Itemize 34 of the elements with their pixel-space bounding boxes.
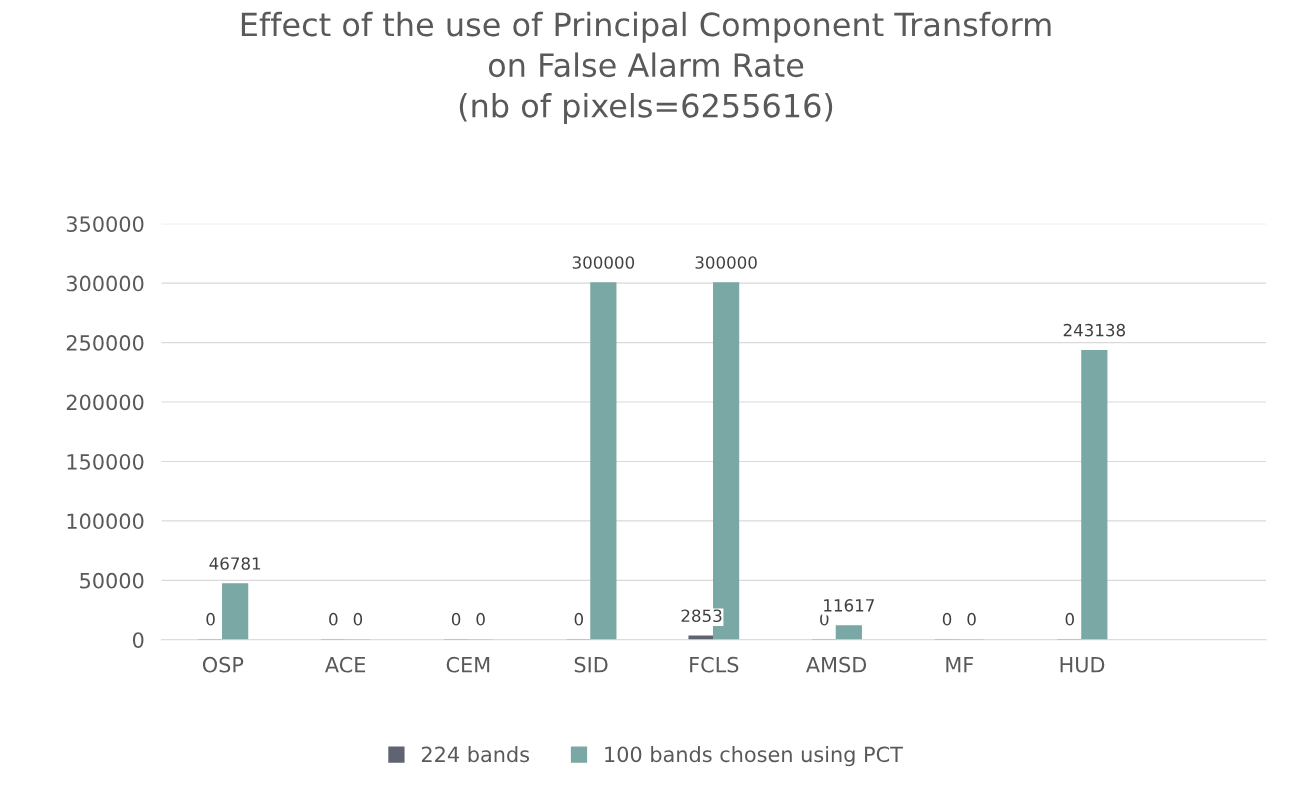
data-label: 300000 [695, 256, 757, 269]
data-label: 0 [574, 612, 584, 626]
data-label: 2853 [681, 609, 722, 623]
data-label: 300000 [572, 256, 635, 269]
y-tick-label: 350000 [66, 216, 144, 232]
data-label: 0 [476, 612, 485, 626]
data-label: 0 [1065, 612, 1074, 626]
x-tick-label: HUD [1060, 657, 1105, 673]
y-tick-label: 50000 [80, 572, 144, 589]
legend-label: 224 bands [421, 746, 530, 763]
data-label: 0 [967, 612, 976, 626]
data-label: 46781 [209, 557, 261, 570]
data-label: 243138 [1063, 323, 1125, 337]
data-label: 0 [451, 612, 461, 626]
y-tick-label: 250000 [66, 335, 144, 351]
data-label: 11617 [824, 599, 874, 612]
chart-title: Effect of the use of Principal Component Transform on False Alarm Rate (nb of pixels=6255616) [241, 11, 1051, 124]
x-tick-label: ACE [324, 656, 366, 673]
data-label: 0 [353, 612, 363, 626]
data-label: 0 [329, 612, 338, 626]
y-tick-label: 100000 [67, 513, 144, 530]
x-tick-label: MF [946, 657, 974, 673]
y-tick-label: 150000 [67, 453, 144, 470]
legend-label: 100 bands chosen using PCT [605, 746, 903, 767]
x-tick-label: SID [574, 656, 608, 673]
x-tick-label: FCLS [690, 656, 739, 673]
y-tick-label: 300000 [66, 275, 144, 292]
x-tick-label: CEM [446, 656, 490, 673]
y-tick-label: 200000 [66, 394, 144, 411]
data-label: 0 [206, 612, 215, 626]
x-tick-label: AMSD [805, 656, 867, 673]
data-label: 0 [942, 612, 952, 626]
x-tick-label: OSP [202, 656, 244, 673]
y-tick-label: 0 [132, 632, 144, 648]
